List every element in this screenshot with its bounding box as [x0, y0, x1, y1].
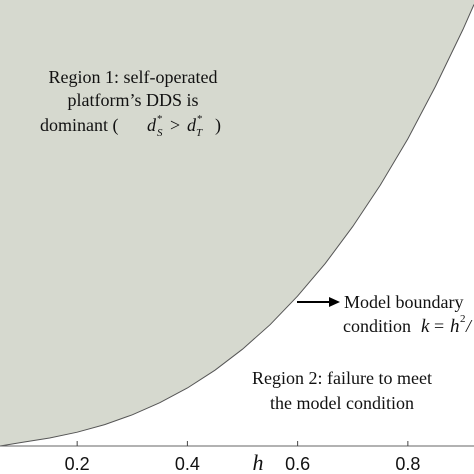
region2-label-line1: Region 2: failure to meet	[252, 368, 432, 388]
x-tick-label: 0.2	[65, 454, 90, 474]
region1-label-line2: platform’s DDS is	[67, 90, 198, 110]
region1-label-line1: Region 1: self-operated	[49, 67, 218, 87]
x-tick-label: 0.6	[285, 454, 310, 474]
boundary-label-line1: Model boundary	[344, 292, 463, 312]
svg-text:2: 2	[460, 313, 466, 325]
x-tick-label: 0.8	[395, 454, 420, 474]
svg-text:=: =	[434, 316, 444, 336]
region2-label-line2: the model condition	[270, 393, 414, 413]
svg-text:h: h	[450, 316, 460, 337]
svg-text:condition: condition	[343, 316, 411, 336]
svg-text:T: T	[196, 127, 203, 139]
region1-label-line3: dominant ( d * S > d * T )	[40, 113, 221, 139]
svg-text:S: S	[157, 127, 163, 139]
svg-text:): )	[215, 115, 221, 136]
region1-area	[0, 0, 474, 446]
x-axis-label: h	[253, 450, 264, 474]
boundary-curve	[0, 4, 474, 447]
boundary-label-line2: condition k = h 2 /	[343, 313, 473, 337]
svg-text:*: *	[197, 113, 203, 125]
svg-text:d: d	[187, 115, 197, 135]
svg-text:d: d	[147, 115, 157, 135]
svg-text:/: /	[465, 316, 473, 336]
x-ticks: 0.2 0.4 0.6 0.8	[65, 441, 420, 474]
boundary-arrow	[297, 297, 340, 307]
svg-text:k: k	[421, 316, 430, 337]
svg-text:>: >	[170, 115, 180, 135]
svg-text:*: *	[157, 113, 163, 125]
svg-text:dominant (: dominant (	[40, 115, 119, 136]
x-tick-label: 0.4	[175, 454, 200, 474]
